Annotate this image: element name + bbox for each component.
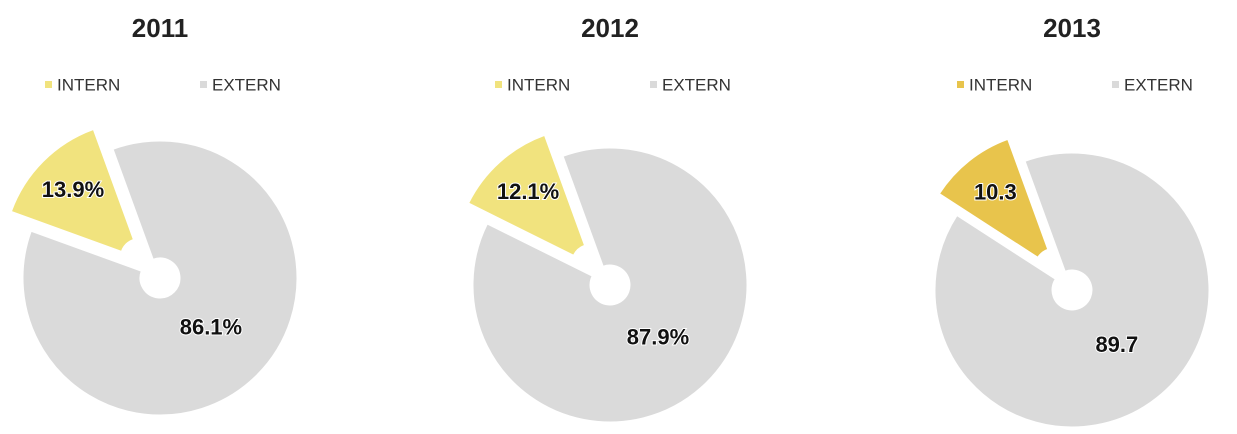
legend-label: EXTERN bbox=[1124, 75, 1193, 94]
legend-marker bbox=[957, 81, 964, 88]
legend-label: INTERN bbox=[507, 75, 570, 94]
chart-title: 2011 bbox=[132, 13, 188, 43]
legend-label: EXTERN bbox=[662, 75, 731, 94]
pie-slice bbox=[938, 138, 1049, 258]
legend-label: INTERN bbox=[969, 75, 1032, 94]
legend-marker bbox=[200, 81, 207, 88]
pie-slice bbox=[934, 152, 1210, 428]
data-label: 10.3 bbox=[974, 180, 1017, 205]
legend-marker bbox=[45, 81, 52, 88]
pie-slice bbox=[468, 134, 586, 256]
legend-marker bbox=[650, 81, 657, 88]
pie-slice bbox=[22, 140, 298, 416]
chart-title: 2012 bbox=[581, 13, 639, 43]
pie-slice bbox=[472, 147, 748, 423]
pie-slice bbox=[10, 128, 134, 253]
legend-label: EXTERN bbox=[212, 75, 281, 94]
legend-marker bbox=[495, 81, 502, 88]
data-label: 89.7 bbox=[1095, 332, 1138, 357]
legend-label: INTERN bbox=[57, 75, 120, 94]
data-label: 12.1% bbox=[497, 179, 559, 204]
legend-marker bbox=[1112, 81, 1119, 88]
chart-title: 2013 bbox=[1043, 13, 1101, 43]
data-label: 87.9% bbox=[627, 325, 689, 350]
data-label: 86.1% bbox=[180, 315, 242, 340]
data-label: 13.9% bbox=[42, 177, 104, 202]
